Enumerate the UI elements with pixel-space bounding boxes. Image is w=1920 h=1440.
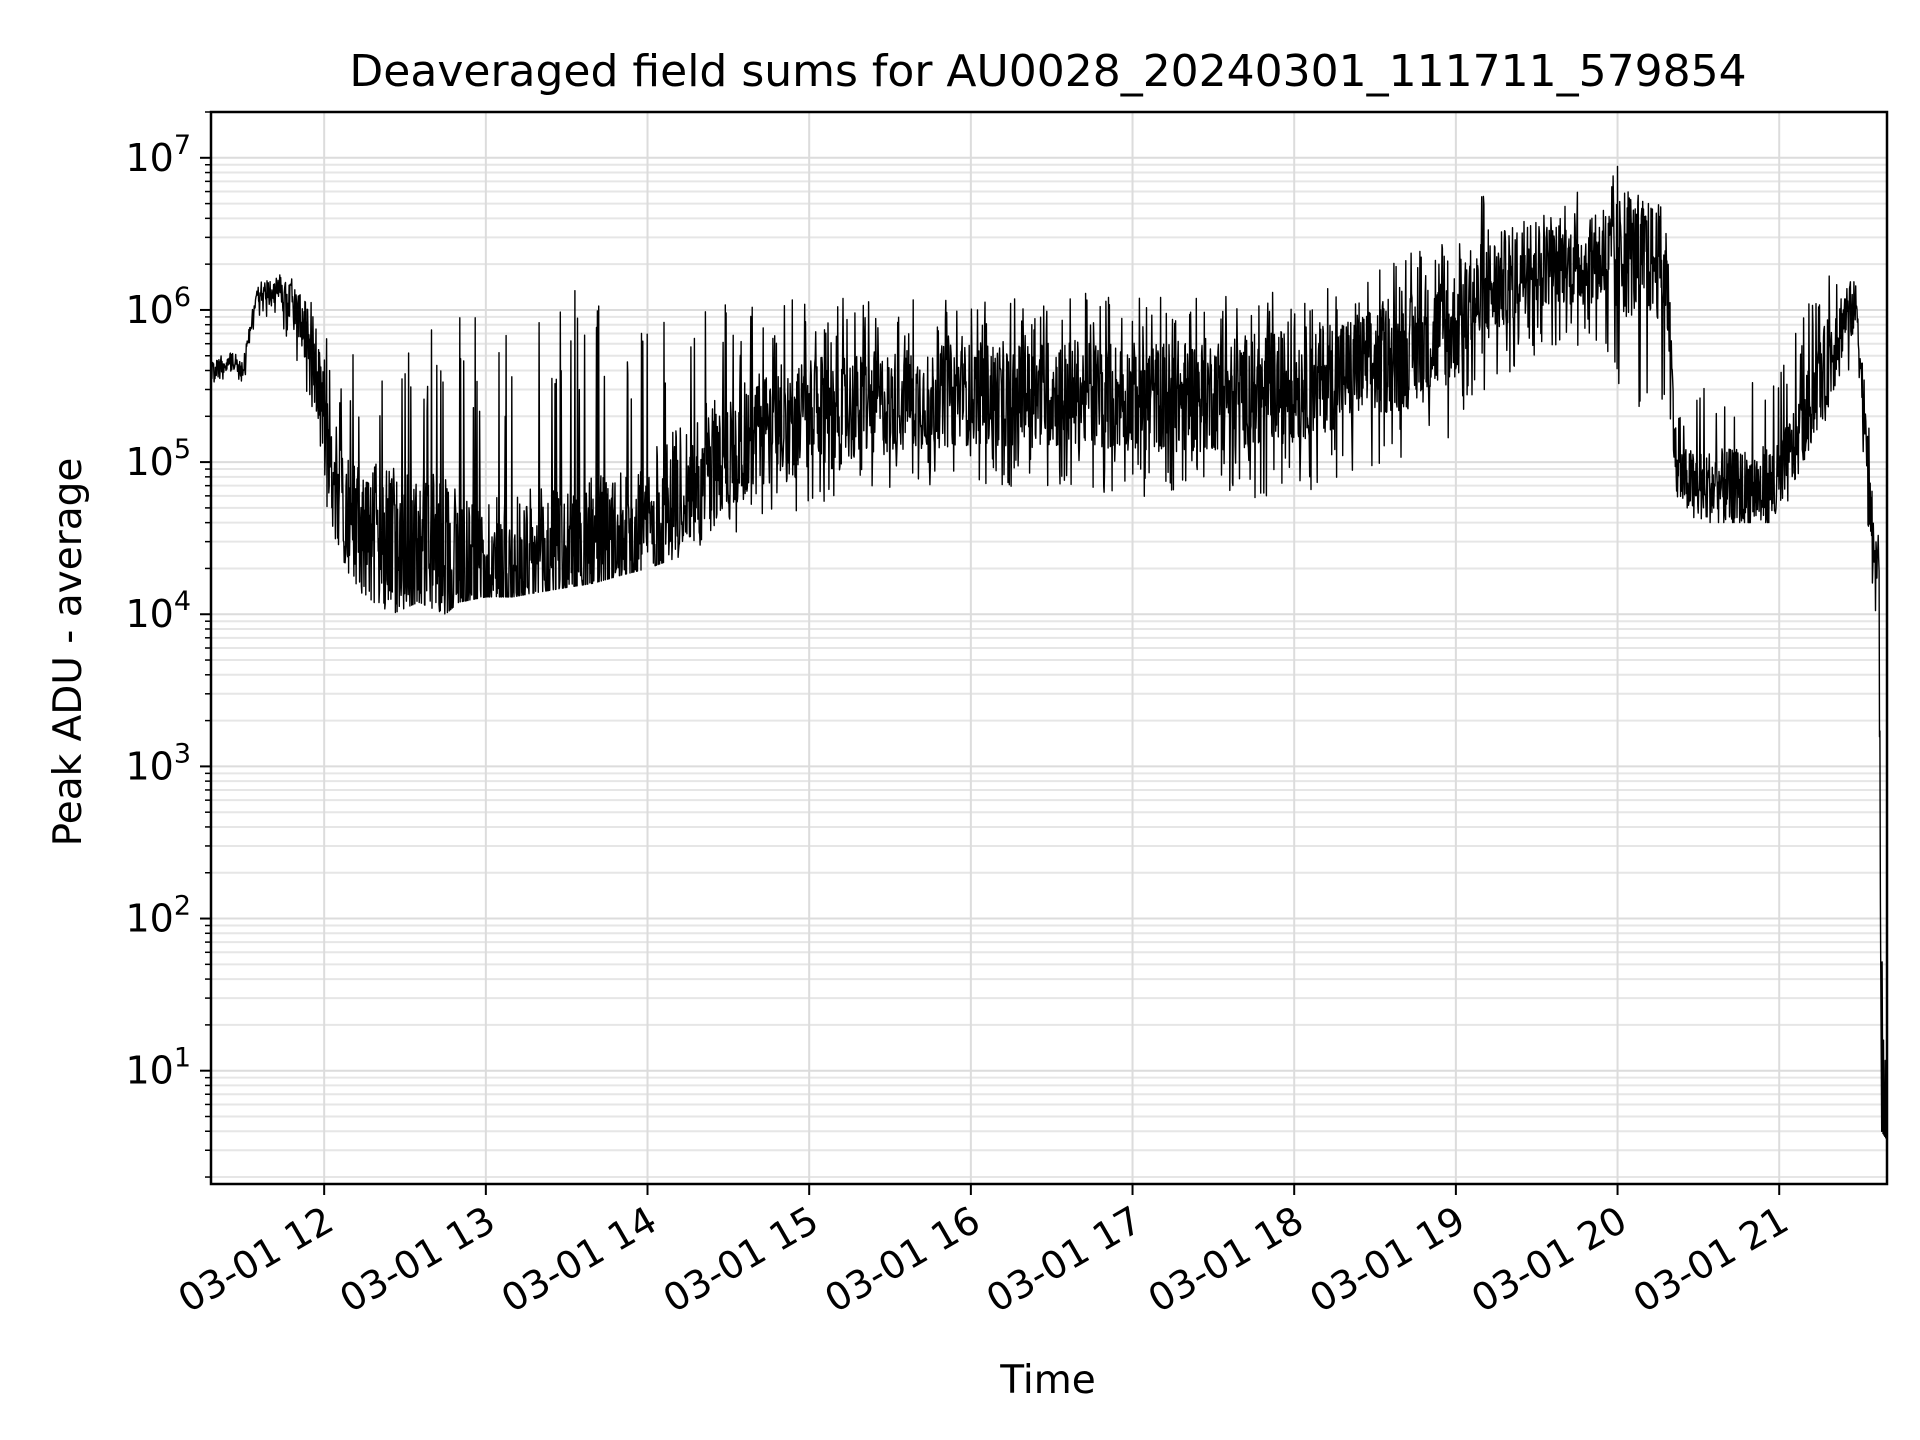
minor-gridlines	[211, 111, 1887, 1179]
y-tick-label: 104	[125, 586, 191, 636]
y-axis: 101 102 103 104 105 106 107	[125, 111, 211, 1178]
data-series	[210, 165, 1888, 1139]
y-tick-label: 101	[125, 1043, 191, 1093]
y-tick-label: 105	[125, 434, 191, 484]
y-axis-label: Peak ADU - average	[46, 458, 91, 847]
y-tick-label: 102	[125, 891, 191, 941]
y-tick-label: 103	[125, 738, 191, 788]
major-gridlines	[211, 112, 1887, 1184]
series-line	[210, 165, 1888, 1139]
plot-area	[209, 110, 1889, 1186]
y-tick-label: 107	[125, 130, 191, 180]
y-tick-label: 106	[125, 282, 191, 332]
chart-title: Deaveraged field sums for AU0028_2024030…	[349, 46, 1746, 97]
x-axis-label: Time	[999, 1358, 1095, 1403]
